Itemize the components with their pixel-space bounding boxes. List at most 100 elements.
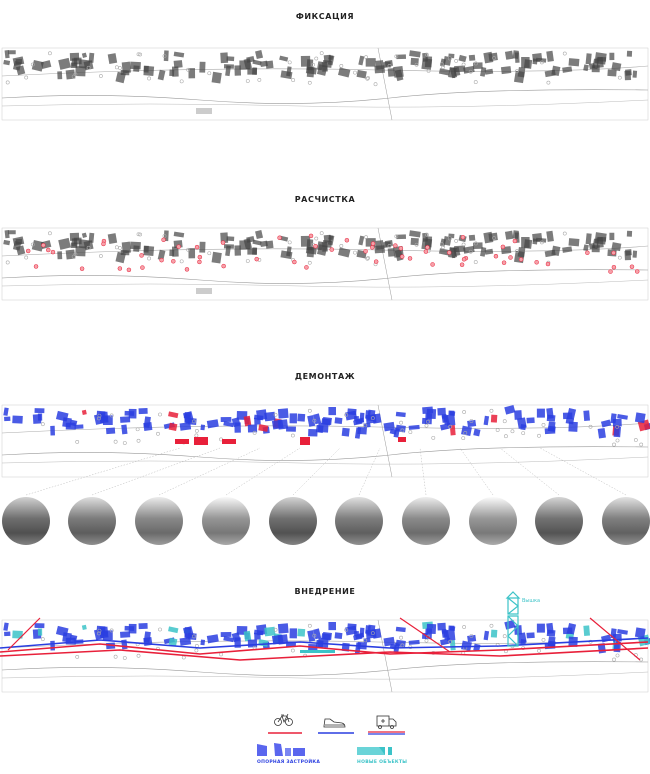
tree xyxy=(353,70,357,75)
building xyxy=(461,425,472,437)
building xyxy=(341,427,350,437)
building xyxy=(422,232,429,242)
tree xyxy=(109,413,114,418)
building xyxy=(168,626,179,634)
building xyxy=(516,417,527,429)
building xyxy=(337,67,351,78)
removed-tree xyxy=(407,256,413,261)
building xyxy=(75,66,86,77)
building xyxy=(199,61,206,73)
building xyxy=(143,416,151,428)
building xyxy=(289,628,298,639)
tree xyxy=(307,408,312,413)
building xyxy=(58,237,71,250)
building xyxy=(120,416,131,423)
building xyxy=(15,58,23,65)
building xyxy=(441,629,447,634)
new-objects-swatch xyxy=(357,747,392,755)
removed-tree xyxy=(493,253,499,259)
tree xyxy=(463,431,468,435)
removed-tree xyxy=(101,241,106,247)
building xyxy=(226,56,235,62)
building xyxy=(500,66,512,75)
building xyxy=(566,408,577,420)
building xyxy=(247,424,258,433)
building xyxy=(583,64,589,72)
building xyxy=(523,59,533,69)
tree xyxy=(615,653,620,658)
building xyxy=(226,236,235,242)
building xyxy=(199,241,206,253)
building xyxy=(334,632,343,640)
building xyxy=(173,60,183,69)
tree xyxy=(319,231,324,236)
tree xyxy=(344,413,349,417)
building xyxy=(322,632,332,641)
tree xyxy=(365,76,370,81)
building xyxy=(473,428,481,437)
tree xyxy=(73,72,78,77)
building xyxy=(483,630,490,641)
building xyxy=(57,71,63,80)
tree xyxy=(181,655,186,660)
removed-tree xyxy=(460,234,466,240)
map-frame xyxy=(1,227,649,301)
tree xyxy=(473,260,478,264)
building xyxy=(409,230,421,238)
building xyxy=(328,406,337,416)
photo-leader-line xyxy=(25,447,181,496)
tree xyxy=(454,238,459,243)
building xyxy=(78,59,91,69)
building xyxy=(264,411,276,422)
building xyxy=(626,230,633,237)
tree xyxy=(394,54,399,59)
building xyxy=(358,235,365,246)
building xyxy=(440,422,452,431)
building xyxy=(600,634,612,643)
building xyxy=(408,639,420,645)
building xyxy=(50,425,55,436)
building xyxy=(632,70,638,78)
building xyxy=(255,50,264,60)
tree xyxy=(639,442,644,447)
building xyxy=(206,419,219,429)
building xyxy=(347,623,357,631)
tree xyxy=(136,653,141,658)
tree xyxy=(109,628,114,633)
building xyxy=(566,623,577,635)
building xyxy=(617,414,628,420)
map-fixation xyxy=(1,47,649,121)
removed-tree xyxy=(634,269,640,274)
removed-tree xyxy=(370,245,375,250)
building xyxy=(225,65,231,77)
photo-leader-line xyxy=(358,447,381,496)
tree xyxy=(194,648,199,653)
removed-tree xyxy=(398,246,404,251)
tree xyxy=(469,634,474,638)
building xyxy=(473,62,483,69)
building xyxy=(546,50,554,62)
building xyxy=(375,240,384,250)
removed-tree xyxy=(197,259,202,265)
bicycle-icon xyxy=(274,713,293,726)
building xyxy=(3,59,11,66)
photo-leader-line xyxy=(158,447,261,496)
demolished-building xyxy=(300,437,310,445)
tree xyxy=(194,428,199,433)
tree xyxy=(461,436,466,441)
tree xyxy=(461,62,466,67)
section-title-demolition: ДЕМОНТАЖ xyxy=(294,372,356,381)
building xyxy=(612,418,622,427)
building xyxy=(317,637,329,648)
tree xyxy=(510,429,515,434)
tree xyxy=(339,243,344,248)
tree xyxy=(97,628,102,633)
building xyxy=(121,424,128,435)
tree xyxy=(75,439,80,444)
building xyxy=(69,52,80,61)
building xyxy=(617,629,628,635)
building xyxy=(393,65,404,78)
tree xyxy=(370,416,375,421)
tree xyxy=(30,242,35,247)
removed-tree xyxy=(459,262,465,267)
